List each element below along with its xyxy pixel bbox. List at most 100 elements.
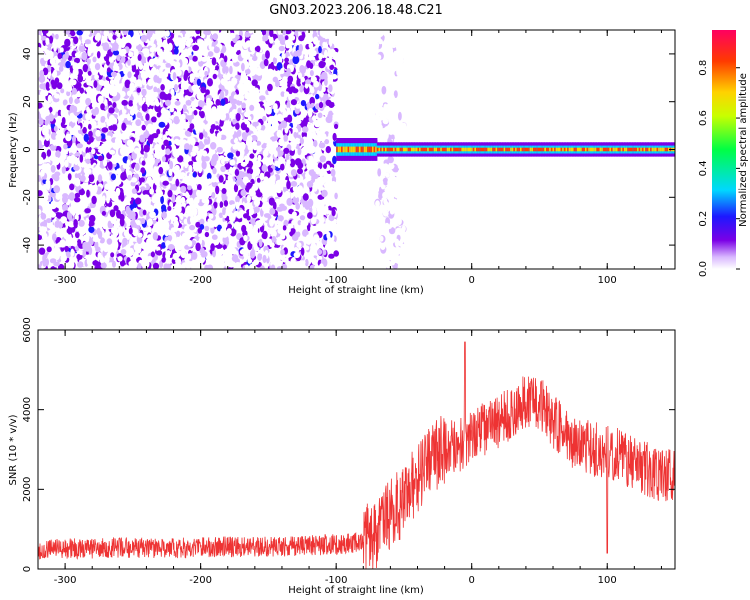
heatmap-cell: [94, 74, 99, 80]
heatmap-cell: [253, 102, 261, 109]
heatmap-cell: [95, 219, 101, 227]
heatmap-cell: [146, 218, 153, 227]
heatmap-cell: [128, 227, 133, 235]
heatmap-cell: [154, 179, 160, 186]
heatmap-cell: [106, 174, 110, 181]
heatmap-cell: [62, 195, 68, 204]
heatmap-cell: [66, 211, 71, 220]
heatmap-cell: [201, 198, 208, 204]
heatmap-cell: [251, 79, 258, 87]
heatmap-cell: [117, 255, 123, 262]
heatmap-cell: [284, 190, 290, 197]
heatmap-cell: [309, 70, 314, 77]
heatmap-cell: [165, 148, 171, 156]
heatmap-cell: [63, 99, 68, 105]
heatmap-cell: [119, 217, 125, 227]
heatmap-cell: [237, 83, 243, 90]
heatmap-cell: [123, 68, 128, 75]
heatmap-cell: [54, 171, 61, 177]
heatmap-cell: [276, 256, 281, 263]
heatmap-cell: [135, 79, 142, 85]
heatmap-cell: [257, 154, 262, 162]
heatmap-cell: [252, 87, 260, 96]
heatmap-cell: [232, 109, 238, 115]
heatmap-cell: [174, 164, 180, 172]
heatmap-cell: [231, 77, 238, 85]
heatmap-cell: [128, 260, 135, 267]
heatmap-cell: [315, 93, 320, 100]
heatmap-cell: [281, 171, 286, 179]
heatmap-cell: [301, 66, 306, 74]
heatmap-cell: [204, 225, 210, 232]
heatmap-cell: [39, 70, 45, 78]
heatmap-cell: [83, 198, 87, 206]
heatmap-cell: [304, 245, 310, 251]
heatmap-cell: [112, 260, 116, 268]
heatmap-cell: [223, 38, 229, 46]
heatmap-cell: [96, 51, 101, 59]
heatmap-cell: [108, 57, 114, 63]
heatmap-cell: [100, 103, 105, 111]
heatmap-cell: [63, 232, 69, 240]
heatmap-cell: [192, 55, 198, 62]
heatmap-cell: [272, 124, 277, 131]
heatmap-cell: [85, 112, 91, 121]
heatmap-cell: [183, 48, 189, 56]
heatmap-cell: [326, 116, 332, 123]
heatmap-cell: [102, 87, 107, 96]
heatmap-cell: [64, 245, 69, 252]
heatmap-cell: [77, 75, 84, 83]
heatmap-cell: [212, 33, 219, 41]
heatmap-cell: [205, 30, 212, 36]
heatmap-cell: [131, 63, 137, 73]
heatmap-cell: [121, 55, 126, 64]
heatmap-cell: [107, 220, 112, 229]
heatmap-cell: [305, 79, 312, 85]
heatmap-cell: [235, 122, 240, 130]
heatmap-cell: [201, 56, 208, 62]
heatmap-cell: [47, 50, 54, 59]
heatmap-cell: [252, 34, 257, 43]
heatmap-cell: [318, 53, 323, 60]
heatmap-cell: [223, 103, 231, 111]
heatmap-cell: [82, 241, 88, 251]
heatmap-cell: [188, 160, 194, 166]
heatmap-cell: [199, 132, 204, 140]
heatmap-cell: [242, 176, 249, 184]
heatmap-cell: [263, 58, 269, 67]
heatmap-cell: [93, 187, 98, 194]
heatmap-cell: [97, 252, 102, 260]
heatmap-cell: [179, 212, 184, 220]
heatmap-cell: [292, 121, 298, 128]
heatmap-cell: [329, 36, 335, 44]
heatmap-cell: [223, 200, 229, 207]
heatmap-cell: [203, 138, 208, 145]
heatmap-cell: [324, 225, 329, 232]
heatmap-cell: [88, 130, 93, 138]
heatmap-cell: [215, 65, 220, 71]
heatmap-cell: [79, 87, 85, 94]
heatmap-cell: [110, 252, 115, 258]
heatmap-cell: [184, 95, 189, 101]
heatmap-cell: [182, 104, 187, 112]
heatmap-cell: [212, 73, 217, 80]
heatmap-cell: [164, 99, 172, 107]
heatmap-cell: [135, 197, 142, 205]
heatmap-cell: [143, 144, 150, 153]
heatmap-cell: [234, 137, 238, 143]
heatmap-cell: [215, 78, 221, 86]
heatmap-cell: [271, 236, 277, 243]
heatmap-cell: [242, 219, 247, 225]
heatmap-cell: [75, 231, 80, 239]
heatmap-cell: [202, 211, 208, 218]
heatmap-cell: [98, 57, 103, 65]
heatmap-cell: [305, 186, 310, 195]
heatmap-cell: [235, 201, 240, 210]
heatmap-cell: [135, 119, 142, 127]
heatmap-cell: [162, 39, 167, 47]
heatmap-cell: [69, 73, 76, 80]
heatmap-cell: [81, 229, 86, 235]
heatmap-cell: [140, 167, 146, 174]
heatmap-cell: [294, 226, 300, 232]
heatmap-cell: [176, 230, 181, 237]
